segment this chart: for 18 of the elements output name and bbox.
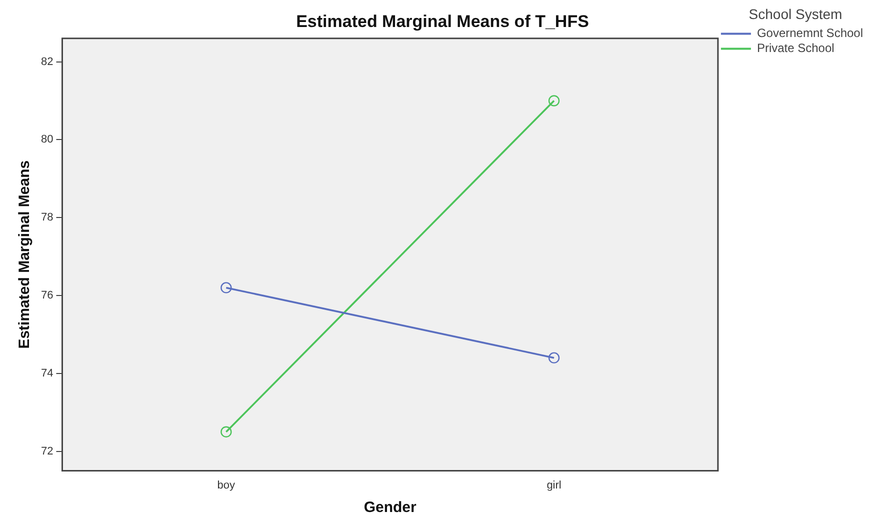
y-axis-title: Estimated Marginal Means [16, 160, 34, 349]
chart-title: Estimated Marginal Means of T_HFS [296, 12, 589, 31]
y-tick-label: 72 [40, 445, 54, 458]
y-tick-label: 82 [40, 56, 54, 68]
legend-label: Private School [756, 41, 834, 56]
y-tick-label: 78 [40, 212, 54, 224]
legend-title: School System [748, 6, 842, 22]
y-tick-label: 74 [40, 367, 54, 380]
point [548, 95, 560, 106]
y-tick-label: 76 [40, 290, 54, 302]
y-tick-label: 80 [40, 134, 54, 146]
x-tick-label: boy [217, 479, 236, 492]
point [220, 282, 232, 294]
point [220, 426, 232, 438]
point [548, 352, 560, 364]
x-axis-title: Gender [364, 499, 417, 516]
legend-label: Governemnt School [756, 26, 864, 40]
x-tick-label: girl [546, 479, 562, 492]
